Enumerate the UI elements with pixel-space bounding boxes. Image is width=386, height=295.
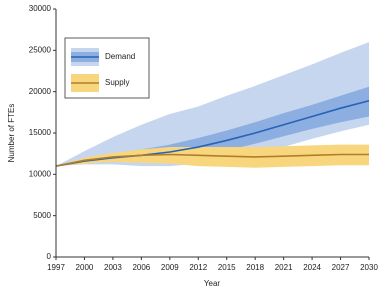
- legend-label: Demand: [105, 52, 135, 61]
- x-axis-title: Year: [204, 279, 221, 288]
- x-tick-label: 2015: [218, 263, 236, 272]
- legend-label: Supply: [105, 78, 129, 87]
- x-tick-label: 2009: [161, 263, 179, 272]
- y-tick-label: 30000: [29, 4, 52, 13]
- x-tick-label: 1997: [47, 263, 65, 272]
- y-tick-label: 15000: [29, 128, 52, 137]
- x-tick-label: 2012: [189, 263, 207, 272]
- x-tick-label: 2024: [303, 263, 321, 272]
- x-tick-label: 2030: [360, 263, 378, 272]
- x-tick-label: 2006: [132, 263, 150, 272]
- series-line: [55, 99, 370, 167]
- series-line: [55, 153, 369, 167]
- y-tick-label: 20000: [29, 87, 52, 96]
- x-tick-label: 2018: [246, 263, 264, 272]
- y-tick-label: 10000: [29, 169, 52, 178]
- x-tick-label: 2003: [104, 263, 122, 272]
- y-tick-label: 0: [47, 252, 52, 261]
- y-axis-title: Number of FTEs: [7, 104, 16, 163]
- y-tick-label: 5000: [33, 211, 51, 220]
- x-tick-label: 2027: [332, 263, 350, 272]
- x-tick-label: 2000: [76, 263, 94, 272]
- x-tick-label: 2021: [275, 263, 293, 272]
- uncertainty-band: [56, 42, 369, 167]
- y-tick-label: 25000: [29, 45, 52, 54]
